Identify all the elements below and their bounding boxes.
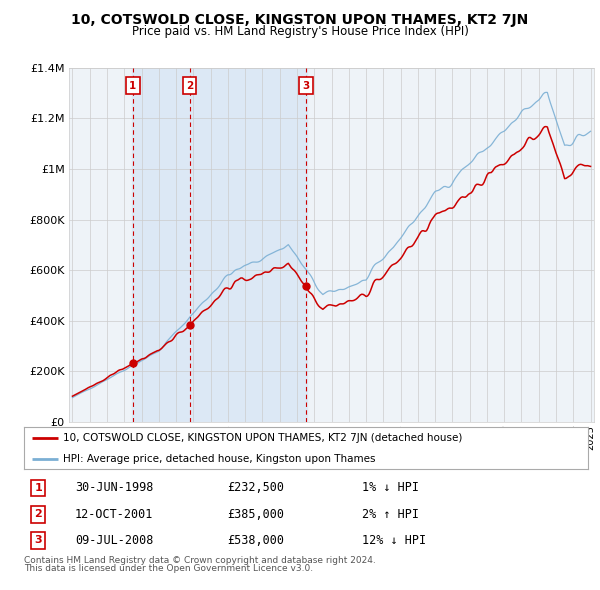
Bar bbox=[132, 68, 190, 422]
Text: Contains HM Land Registry data © Crown copyright and database right 2024.: Contains HM Land Registry data © Crown c… bbox=[24, 556, 376, 565]
Text: Price paid vs. HM Land Registry's House Price Index (HPI): Price paid vs. HM Land Registry's House … bbox=[131, 25, 469, 38]
Text: 2: 2 bbox=[186, 81, 193, 90]
Text: 12-OCT-2001: 12-OCT-2001 bbox=[75, 508, 153, 521]
Bar bbox=[188, 68, 307, 422]
Text: This data is licensed under the Open Government Licence v3.0.: This data is licensed under the Open Gov… bbox=[24, 565, 313, 573]
Text: 1% ↓ HPI: 1% ↓ HPI bbox=[362, 481, 419, 494]
Text: 10, COTSWOLD CLOSE, KINGSTON UPON THAMES, KT2 7JN: 10, COTSWOLD CLOSE, KINGSTON UPON THAMES… bbox=[71, 13, 529, 27]
Text: 2: 2 bbox=[34, 509, 42, 519]
Text: £538,000: £538,000 bbox=[227, 534, 284, 547]
Text: HPI: Average price, detached house, Kingston upon Thames: HPI: Average price, detached house, King… bbox=[64, 454, 376, 464]
Text: 10, COTSWOLD CLOSE, KINGSTON UPON THAMES, KT2 7JN (detached house): 10, COTSWOLD CLOSE, KINGSTON UPON THAMES… bbox=[64, 434, 463, 444]
Text: £232,500: £232,500 bbox=[227, 481, 284, 494]
Text: 2% ↑ HPI: 2% ↑ HPI bbox=[362, 508, 419, 521]
Text: 09-JUL-2008: 09-JUL-2008 bbox=[75, 534, 153, 547]
Text: 1: 1 bbox=[34, 483, 42, 493]
Text: 12% ↓ HPI: 12% ↓ HPI bbox=[362, 534, 427, 547]
Text: 1: 1 bbox=[129, 81, 137, 90]
Text: £385,000: £385,000 bbox=[227, 508, 284, 521]
Text: 3: 3 bbox=[302, 81, 310, 90]
Text: 3: 3 bbox=[34, 536, 42, 546]
Text: 30-JUN-1998: 30-JUN-1998 bbox=[75, 481, 153, 494]
